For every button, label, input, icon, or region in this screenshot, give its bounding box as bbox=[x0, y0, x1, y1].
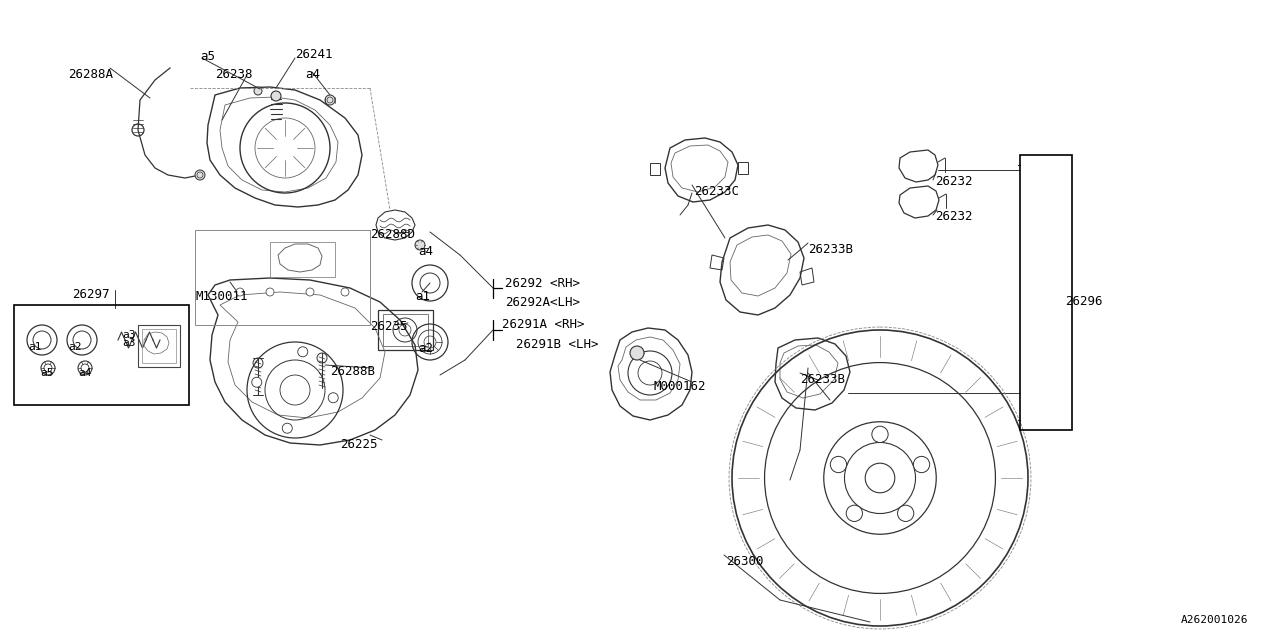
Text: 26288A: 26288A bbox=[68, 68, 113, 81]
Text: a3: a3 bbox=[122, 330, 136, 340]
Circle shape bbox=[415, 240, 425, 250]
Circle shape bbox=[340, 288, 349, 296]
Text: a1: a1 bbox=[28, 342, 41, 352]
Circle shape bbox=[298, 347, 307, 356]
Circle shape bbox=[306, 288, 314, 296]
Text: a2: a2 bbox=[68, 342, 82, 352]
Text: 26288D: 26288D bbox=[370, 228, 415, 241]
Circle shape bbox=[630, 346, 644, 360]
Text: 26296: 26296 bbox=[1065, 295, 1102, 308]
Bar bbox=[195, 230, 370, 325]
Text: 26232: 26232 bbox=[934, 175, 973, 188]
Text: a2: a2 bbox=[419, 342, 433, 355]
Text: M000162: M000162 bbox=[654, 380, 707, 393]
Bar bbox=[270, 242, 335, 277]
Text: A262001026: A262001026 bbox=[1180, 615, 1248, 625]
Circle shape bbox=[283, 423, 292, 433]
Text: 26292A<LH>: 26292A<LH> bbox=[506, 296, 580, 309]
Text: 26300: 26300 bbox=[726, 555, 763, 568]
Text: 26297: 26297 bbox=[72, 288, 110, 301]
Circle shape bbox=[865, 463, 895, 493]
Circle shape bbox=[914, 456, 929, 473]
Text: 26235: 26235 bbox=[370, 320, 407, 333]
Text: 26232: 26232 bbox=[934, 210, 973, 223]
Circle shape bbox=[271, 91, 282, 101]
Text: 26225: 26225 bbox=[340, 438, 378, 451]
Circle shape bbox=[831, 456, 846, 473]
Circle shape bbox=[897, 505, 914, 522]
Text: 26291A <RH>: 26291A <RH> bbox=[502, 318, 585, 331]
Text: a4: a4 bbox=[419, 245, 433, 258]
Bar bbox=[1020, 155, 1073, 430]
Bar bbox=[138, 325, 180, 367]
Text: 26241: 26241 bbox=[294, 48, 333, 61]
Circle shape bbox=[266, 288, 274, 296]
Text: 26291B <LH>: 26291B <LH> bbox=[516, 338, 599, 351]
Text: a3: a3 bbox=[122, 338, 136, 348]
Circle shape bbox=[872, 426, 888, 442]
Text: M130011: M130011 bbox=[195, 290, 247, 303]
Circle shape bbox=[253, 87, 262, 95]
Text: 26233B: 26233B bbox=[808, 243, 852, 256]
Text: 26233C: 26233C bbox=[694, 185, 739, 198]
Bar bbox=[142, 329, 177, 363]
Text: a5: a5 bbox=[200, 50, 215, 63]
Bar bbox=[383, 314, 428, 346]
Text: a4: a4 bbox=[305, 68, 320, 81]
Text: 26238: 26238 bbox=[215, 68, 252, 81]
Circle shape bbox=[325, 95, 335, 105]
Circle shape bbox=[252, 377, 262, 387]
Text: a5: a5 bbox=[40, 368, 54, 378]
Text: a1: a1 bbox=[415, 290, 430, 303]
Bar bbox=[14, 305, 189, 405]
Circle shape bbox=[236, 288, 244, 296]
Text: 26288B: 26288B bbox=[330, 365, 375, 378]
Circle shape bbox=[846, 505, 863, 522]
Circle shape bbox=[328, 393, 338, 403]
Text: a4: a4 bbox=[78, 368, 91, 378]
Text: 26292 <RH>: 26292 <RH> bbox=[506, 277, 580, 290]
Text: 26233B: 26233B bbox=[800, 373, 845, 386]
Bar bbox=[378, 310, 433, 350]
Circle shape bbox=[195, 170, 205, 180]
